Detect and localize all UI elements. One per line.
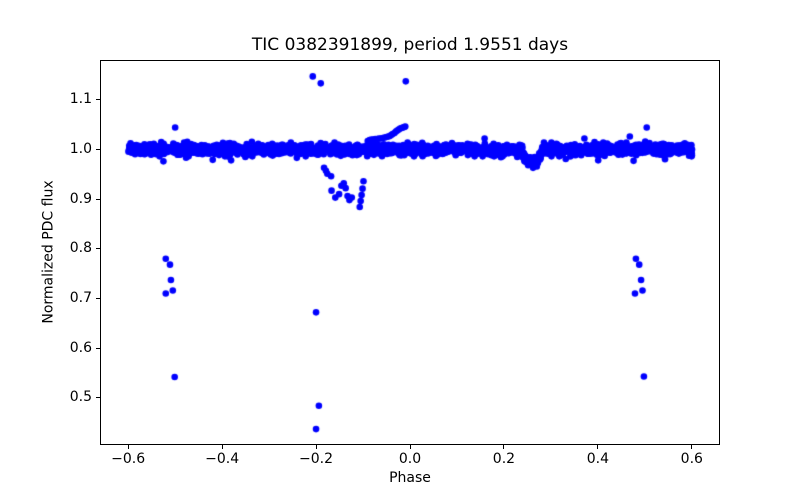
y-tick-label: 0.7: [69, 289, 92, 306]
x-tick-label: 0.0: [398, 451, 422, 467]
x-tick-label: −0.4: [205, 451, 240, 467]
y-tick-mark: [96, 397, 100, 399]
x-tick-mark: [691, 445, 693, 449]
x-tick-mark: [127, 445, 129, 449]
x-tick-mark: [315, 445, 317, 449]
x-tick-label: 0.2: [492, 451, 516, 467]
y-tick-label: 0.6: [69, 339, 92, 356]
x-tick-label: 0.4: [586, 451, 609, 467]
y-tick-mark: [96, 248, 100, 250]
x-tick-mark: [221, 445, 223, 449]
x-tick-label: −0.6: [111, 451, 146, 467]
x-tick-label: −0.2: [299, 451, 334, 467]
y-tick-label: 0.8: [69, 240, 92, 257]
y-tick-label: 0.9: [69, 190, 92, 207]
x-tick-mark: [597, 445, 599, 449]
x-axis-label: Phase: [389, 470, 431, 486]
y-tick-label: 0.5: [69, 389, 92, 406]
x-tick-label: 0.6: [680, 451, 703, 467]
y-tick-mark: [96, 99, 100, 101]
y-tick-mark: [96, 347, 100, 349]
y-tick-label: 1.0: [69, 140, 92, 157]
y-tick-mark: [96, 198, 100, 200]
x-tick-mark: [503, 445, 505, 449]
y-tick-mark: [96, 148, 100, 150]
y-tick-label: 1.1: [69, 91, 92, 108]
chart-title: TIC 0382391899, period 1.9551 days: [251, 35, 569, 55]
y-tick-mark: [96, 297, 100, 299]
x-tick-mark: [409, 445, 411, 449]
